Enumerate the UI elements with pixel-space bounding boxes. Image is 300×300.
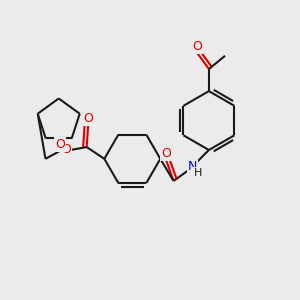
Text: O: O <box>83 112 93 125</box>
Text: O: O <box>192 40 202 53</box>
Text: N: N <box>188 160 197 173</box>
Text: O: O <box>161 147 171 160</box>
Text: O: O <box>61 143 71 157</box>
Text: O: O <box>55 138 65 152</box>
Text: H: H <box>194 168 202 178</box>
